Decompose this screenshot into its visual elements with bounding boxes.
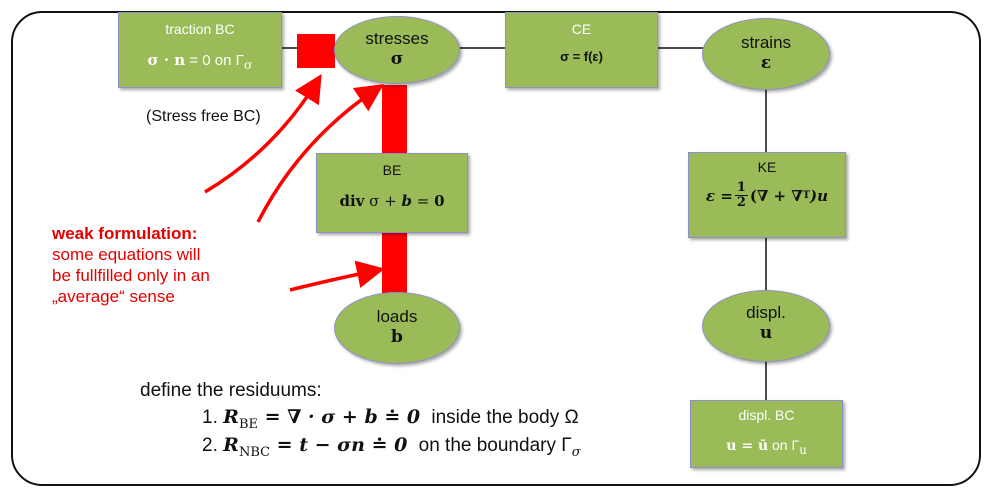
ke-equation: ε = 1 2 (∇ + ∇ T)u [689,181,845,210]
ke-eq-fraction: 1 2 [734,180,748,210]
stress-free-label: (Stress free BC) [146,108,261,125]
residual-2-sub: NBC [238,444,271,460]
loads-title: loads [376,307,418,326]
displ-bc-equation: u = ū on Γu [691,437,842,457]
displ-title: displ. [746,303,786,322]
residual-1-tail: inside the body Ω [431,407,579,428]
ke-eq-lhs: ε = [705,186,733,205]
residual-1-sub: BE [238,416,258,432]
ke-eq-end: )u [810,186,829,205]
traction-bc-box: traction BC σ · n = 0 on Γσ [118,12,282,88]
residual-item-2: 2. RNBC = t − σn ≐ 0 on the boundary Γσ [202,434,581,460]
displ-bc-eq-rest: on Γ [768,437,800,453]
ce-title: CE [571,21,592,37]
residual-2-expr: = t − σn ≐ 0 [270,433,408,456]
weak-line-1: some equations will [52,245,201,264]
traction-bc-eq-rest: = 0 on Γ [185,52,244,69]
strains-title: strains [740,33,792,52]
ke-eq-num: 1 [734,180,748,196]
residual-2-num: 2. [202,434,218,456]
traction-bc-title: traction BC [165,21,235,37]
residual-1-expr: = ∇ · σ + b ≐ 0 [257,406,421,428]
weak-highlight-be-loads [382,232,407,298]
residuals-block: define the residuums: 1. RBE = ∇ · σ + b… [140,380,581,460]
traction-bc-eq-sub: σ [243,57,253,72]
stresses-node: stresses σ [334,16,460,84]
stresses-symbol: σ [390,49,404,69]
residuals-heading: define the residuums: [140,380,322,401]
be-eq-rest: σ + [364,192,402,210]
frame-border [11,11,981,486]
weak-line-2: be fullfilled only in an [52,266,210,285]
strains-symbol: ε [760,53,772,73]
residual-item-1: 1. RBE = ∇ · σ + b ≐ 0 inside the body Ω [202,406,581,432]
weak-title: weak formulation: [52,224,198,243]
arrow-weak-to-loads [289,260,385,292]
weak-formulation-note: weak formulation: some equations will be… [52,223,210,307]
displ-symbol: u [759,323,773,343]
residual-2-lhs: R [223,433,239,456]
arrow-weak-to-stresses [256,84,384,223]
strains-node: strains ε [702,18,830,90]
displ-bc-eq-bold: u = ū [726,438,769,454]
be-eq-div: div [339,192,365,210]
residual-2-tail-sub: σ [571,444,581,460]
ce-box: CE σ = f(ε) [505,12,658,88]
weak-highlight-stresses-be [382,85,407,155]
traction-bc-equation: σ · n = 0 on Γσ [119,51,281,72]
displ-bc-box: displ. BC u = ū on Γu [690,400,843,468]
residual-2-tail: on the boundary Γσ [418,434,581,460]
weak-highlight-traction [297,34,335,68]
displ-bc-title: displ. BC [738,407,795,423]
displ-bc-eq-sub: u [799,442,807,457]
be-title: BE [382,162,402,178]
stresses-title: stresses [365,29,429,48]
be-box: BE div σ + b = 0 [316,153,468,233]
weak-line-3: „average“ sense [52,287,175,306]
loads-node: loads b [334,292,460,364]
arrow-weak-to-traction [204,74,322,194]
loads-symbol: b [391,327,403,347]
be-eq-b: b [401,192,412,210]
be-eq-zero: 0 [434,192,445,210]
ke-box: KE ε = 1 2 (∇ + ∇ T)u [688,152,846,238]
ke-eq-rest: (∇ + ∇ [749,186,803,205]
ce-equation: σ = f(ε) [560,49,603,64]
residual-2-tail-text: on the boundary Γ [418,434,572,456]
ke-eq-den: 2 [736,195,746,210]
ke-title: KE [757,159,777,175]
displ-node: displ. u [702,290,830,362]
be-equation: div σ + b = 0 [317,192,467,210]
be-eq-eq: = [411,192,435,210]
residual-1-lhs: R [223,406,239,428]
ke-eq-sup: T [802,190,811,201]
traction-bc-eq-bold: σ · n [147,51,186,69]
residual-1-num: 1. [202,407,218,428]
